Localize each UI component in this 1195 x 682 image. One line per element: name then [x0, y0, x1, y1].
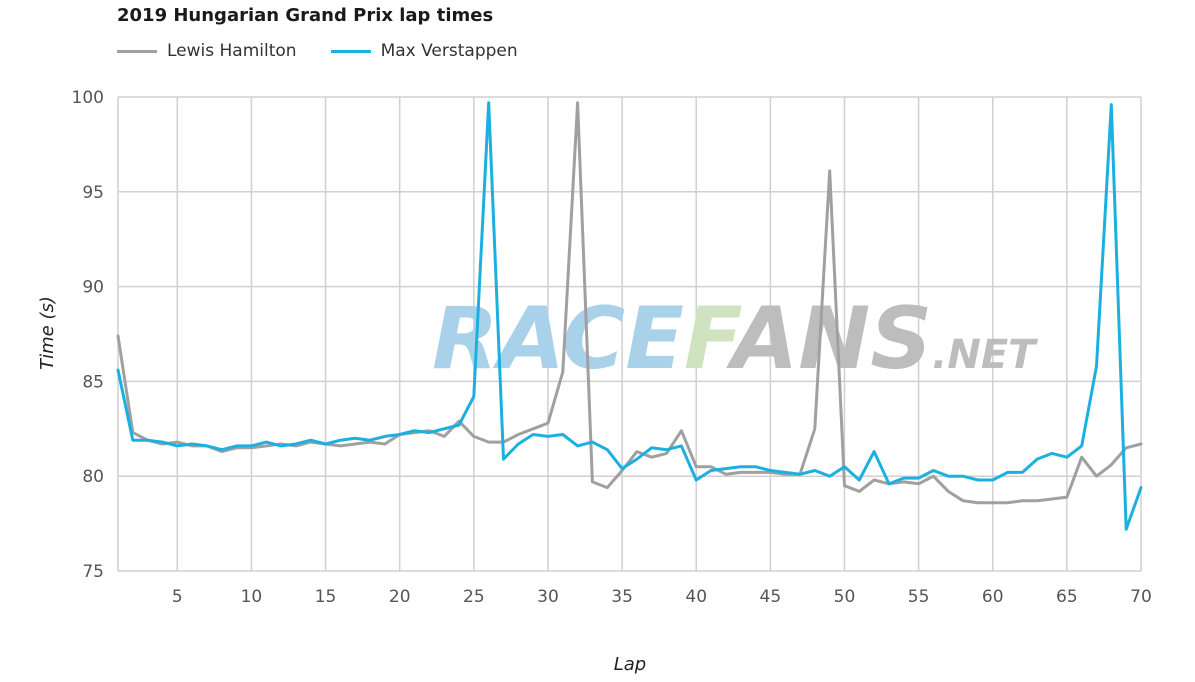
legend-item-hamilton[interactable]: Lewis Hamilton [117, 41, 297, 61]
legend-item-verstappen[interactable]: Max Verstappen [330, 41, 518, 61]
x-axis-label: Lap [614, 654, 646, 675]
x-axis-ticks: 5 10 15 20 25 30 35 40 45 50 55 60 65 70 [172, 587, 1152, 607]
x-tick-label-25: 25 [463, 587, 485, 607]
watermark-race: RACE [432, 289, 684, 389]
y-axis-ticks: 75 80 85 90 95 100 [72, 88, 104, 582]
legend-label-hamilton: Lewis Hamilton [167, 41, 297, 61]
grid [117, 96, 1142, 572]
x-tick-label-65: 65 [1056, 587, 1078, 607]
x-tick-label-55: 55 [908, 587, 930, 607]
x-tick-label-60: 60 [982, 587, 1004, 607]
legend-swatch-verstappen [330, 49, 371, 53]
watermark-net: .NET [932, 332, 1038, 378]
x-tick-label-20: 20 [389, 587, 411, 607]
y-tick-label-75: 75 [82, 562, 104, 582]
y-tick-label-85: 85 [82, 372, 104, 392]
x-tick-label-70: 70 [1130, 587, 1152, 607]
watermark-logo: RACEFANS.NET [432, 289, 1038, 389]
watermark-ans: ANS [726, 289, 932, 389]
x-tick-label-50: 50 [834, 587, 856, 607]
y-axis-label: Time (s) [37, 296, 58, 370]
y-tick-label-90: 90 [82, 278, 104, 298]
x-tick-label-30: 30 [537, 587, 559, 607]
series-line-max-verstappen [116, 101, 1143, 531]
series-lines [116, 101, 1143, 531]
racefans-watermark: RACEFANS.NET [432, 289, 1038, 389]
x-tick-label-5: 5 [172, 587, 183, 607]
legend-label-verstappen: Max Verstappen [380, 41, 518, 61]
legend: Lewis Hamilton Max Verstappen [117, 39, 552, 63]
x-tick-label-45: 45 [760, 587, 782, 607]
y-tick-label-100: 100 [72, 88, 104, 108]
y-tick-label-95: 95 [82, 183, 104, 203]
y-tick-label-80: 80 [82, 467, 104, 487]
x-tick-label-15: 15 [315, 587, 337, 607]
x-tick-label-35: 35 [611, 587, 633, 607]
x-tick-label-10: 10 [241, 587, 263, 607]
legend-swatch-hamilton [117, 49, 157, 53]
x-tick-label-40: 40 [685, 587, 707, 607]
chart-title: 2019 Hungarian Grand Prix lap times [117, 5, 494, 26]
